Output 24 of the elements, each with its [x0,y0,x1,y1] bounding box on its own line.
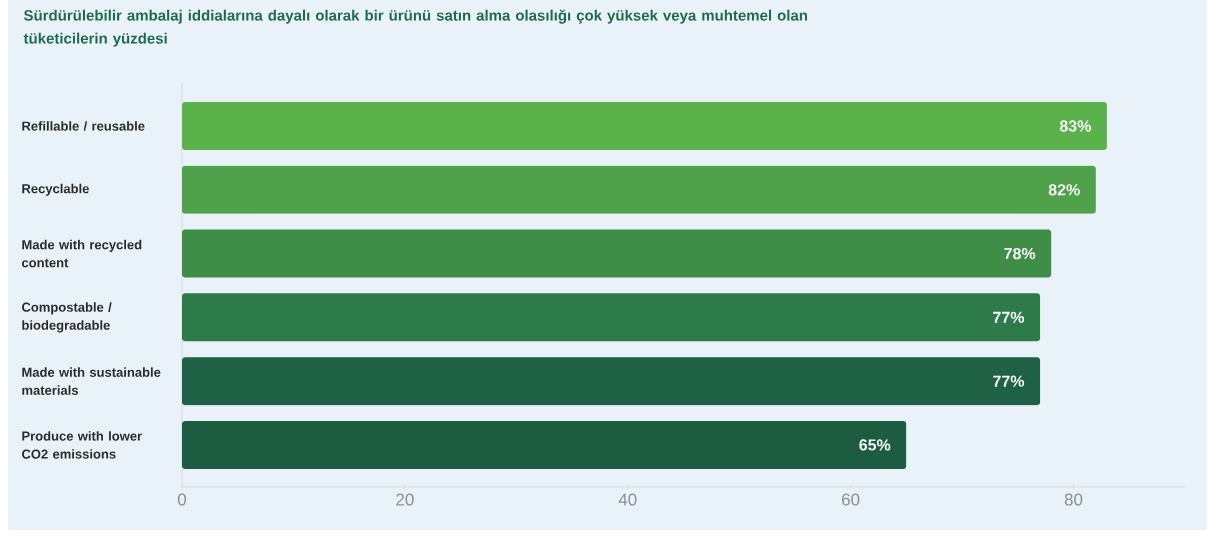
x-tick-label: 40 [618,493,637,506]
bar [182,165,1096,214]
data-label: 83% [1059,120,1091,132]
bar [182,357,1041,406]
bar [182,420,907,469]
y-tick-label: Refillable / reusable [22,121,145,131]
data-label: 82% [1048,184,1080,196]
bar [182,293,1041,342]
x-tick-label: 0 [177,493,187,506]
y-tick-label: Produce with lower CO2 emissions [22,431,142,459]
x-tick-label: 80 [1064,493,1083,506]
bar [182,102,1107,151]
bar [182,229,1052,278]
x-tick-label: 60 [842,493,860,506]
y-tick-label: Made with sustainable materials [22,367,161,395]
y-tick-label: Made with recycled content [21,239,142,268]
y-tick-label: Compostable / biodegradable [22,302,112,333]
data-label: 77% [993,375,1025,387]
data-label: 65% [859,439,891,451]
data-label: 77% [993,311,1025,323]
y-tick-label: Recyclable [22,183,89,196]
chart-title: Sürdürülebilir ambalaj iddialarına dayalı olarak bir ürünü satın alma olasılığı çok yüksek veya muhtemel olan tüketicilerin yüzdesi [23,9,808,47]
data-label: 78% [1004,247,1036,260]
x-tick-label: 20 [396,493,414,506]
